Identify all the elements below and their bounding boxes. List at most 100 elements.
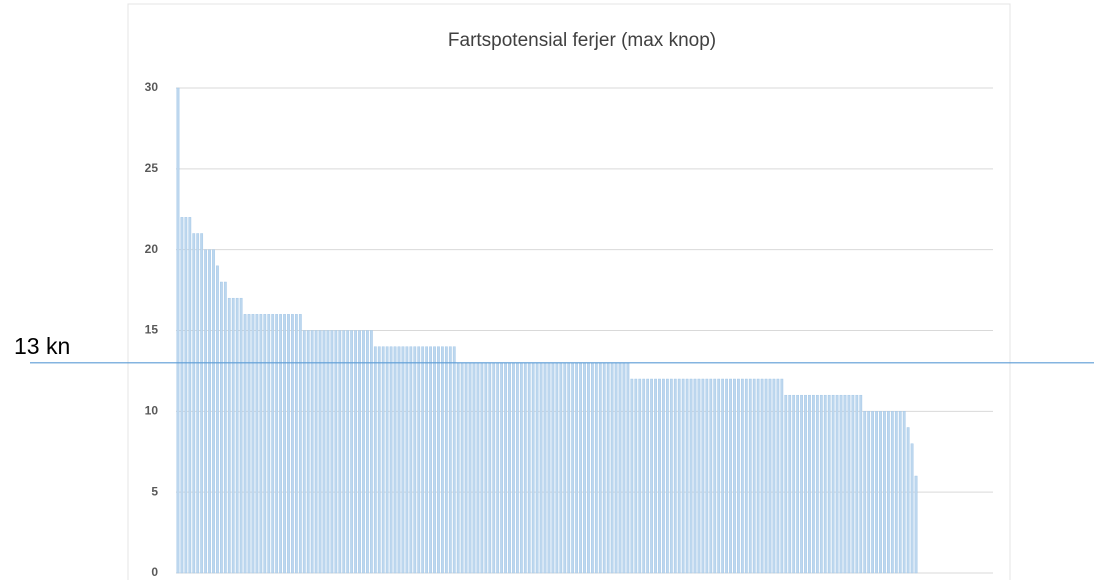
bar: [559, 362, 563, 574]
bar: [827, 394, 831, 574]
bar: [804, 394, 807, 574]
bar: [516, 362, 519, 574]
bar: [863, 411, 867, 574]
bar: [535, 362, 539, 574]
bar: [405, 346, 409, 574]
bar: [831, 394, 835, 574]
bar: [500, 362, 503, 574]
y-tick-label: 25: [145, 161, 159, 175]
bar: [898, 411, 902, 574]
chart-title: Fartspotensial ferjer (max knop): [448, 30, 716, 51]
bar: [567, 362, 571, 574]
bar: [220, 281, 223, 574]
bar: [725, 378, 728, 574]
bar: [796, 394, 800, 574]
bar: [354, 330, 357, 574]
bar: [800, 394, 803, 574]
bar: [693, 378, 697, 574]
bar: [227, 297, 231, 574]
bar: [366, 330, 369, 574]
bar: [385, 346, 389, 574]
bar: [298, 314, 302, 574]
bar: [894, 411, 898, 574]
bar: [480, 362, 484, 574]
bar: [519, 362, 523, 574]
bar: [681, 378, 685, 574]
bar: [188, 217, 192, 574]
bar: [235, 297, 239, 574]
bar: [788, 394, 792, 574]
bar: [890, 411, 894, 574]
bar: [468, 362, 472, 574]
y-tick-label: 30: [145, 80, 159, 94]
bar: [255, 314, 259, 574]
bar: [551, 362, 555, 574]
bar: [275, 314, 279, 574]
bar: [784, 394, 788, 574]
bar: [768, 378, 772, 574]
bar: [583, 362, 586, 574]
bar: [721, 378, 725, 574]
bar: [622, 362, 626, 574]
bar: [650, 378, 653, 574]
bar: [437, 346, 440, 574]
bar: [835, 394, 839, 574]
bar: [733, 378, 736, 574]
bar: [318, 330, 322, 574]
bar: [441, 346, 444, 574]
bar: [792, 394, 796, 574]
bar: [204, 249, 207, 574]
bar: [654, 378, 657, 574]
bar: [283, 314, 286, 574]
bar: [338, 330, 342, 574]
bar: [808, 394, 811, 574]
bar: [594, 362, 598, 574]
bar: [291, 314, 294, 574]
bar: [658, 378, 661, 574]
bar: [547, 362, 551, 574]
bar: [417, 346, 421, 574]
bar: [523, 362, 527, 574]
bar: [575, 362, 578, 574]
bar: [302, 330, 306, 574]
y-tick-label: 0: [151, 565, 158, 579]
annotation-label: 13 kn: [14, 333, 70, 359]
bar: [579, 362, 582, 574]
bar: [433, 346, 436, 574]
bar: [381, 346, 385, 574]
bar: [176, 87, 180, 574]
bar: [760, 378, 764, 574]
bar: [871, 411, 874, 574]
bar: [389, 346, 393, 574]
bar: [488, 362, 492, 574]
bar: [393, 346, 397, 574]
bar: [906, 427, 910, 574]
bar: [839, 394, 843, 574]
bar: [634, 378, 638, 574]
bar: [247, 314, 251, 574]
bar: [369, 330, 373, 574]
bar: [883, 411, 886, 574]
bar: [251, 314, 255, 574]
bar: [484, 362, 488, 574]
bar: [855, 394, 859, 574]
bar: [879, 411, 882, 574]
bar: [744, 378, 748, 574]
bar: [212, 249, 215, 574]
bar: [571, 362, 575, 574]
bar: [287, 314, 290, 574]
bar: [606, 362, 610, 574]
bar: [508, 362, 511, 574]
bar: [729, 378, 732, 574]
bar: [748, 378, 752, 574]
bar: [460, 362, 464, 574]
bar: [875, 411, 878, 574]
bar: [216, 265, 219, 574]
bar: [614, 362, 618, 574]
bar: [448, 346, 452, 574]
bar: [184, 217, 188, 574]
bar: [610, 362, 614, 574]
bar: [772, 378, 776, 574]
bar: [243, 314, 247, 574]
bar: [279, 314, 282, 574]
